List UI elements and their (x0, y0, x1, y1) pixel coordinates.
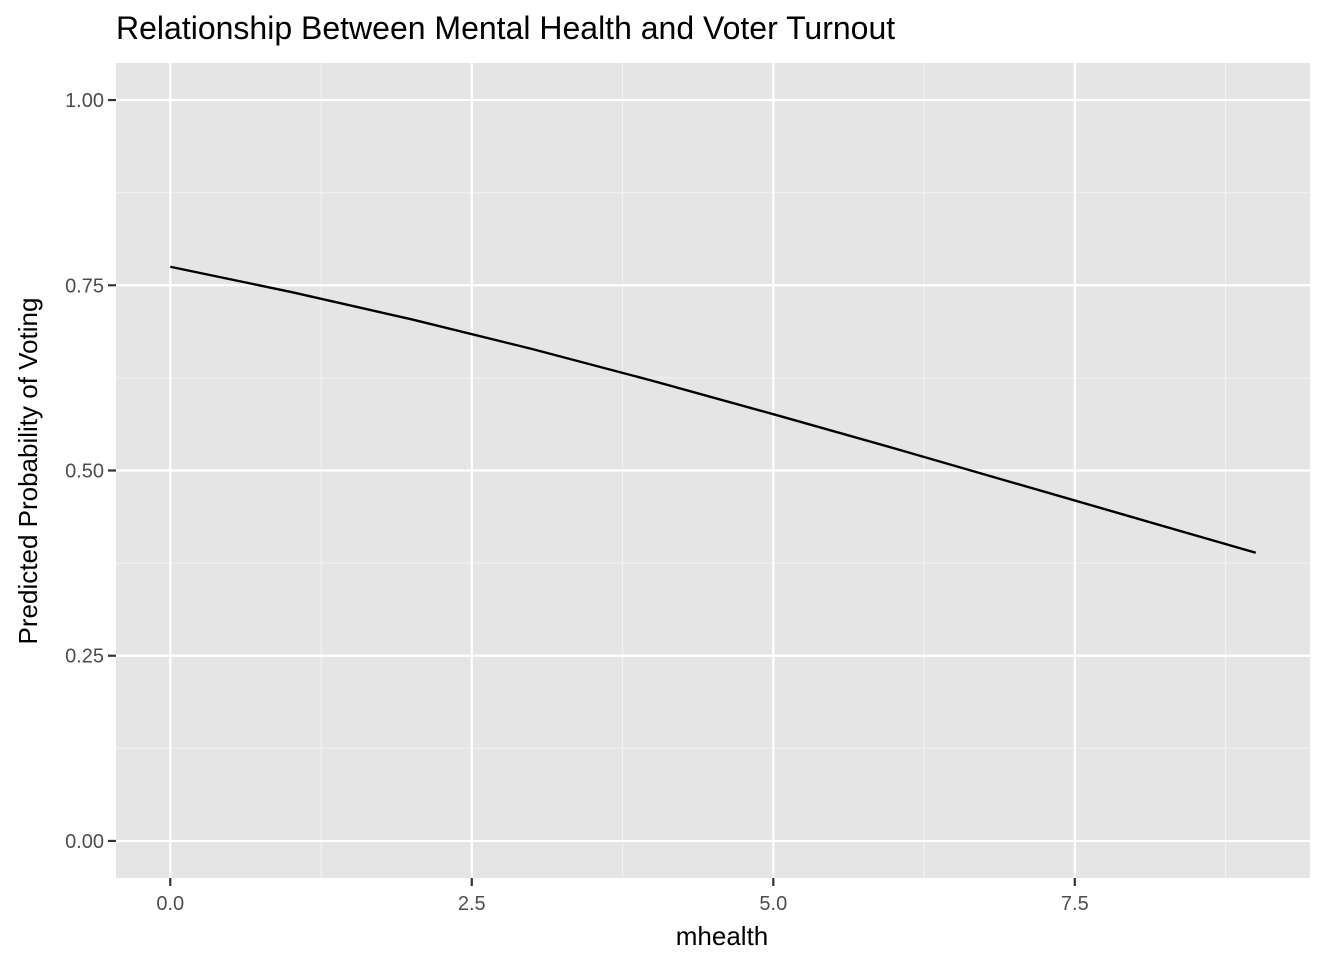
x-axis: 0.0 2.5 5.0 7.5 (156, 878, 1089, 915)
series-line (170, 265, 1257, 554)
y-tick-label: 1.00 (65, 90, 104, 112)
x-tick-label: 2.5 (458, 893, 486, 915)
y-tick-label: 0.75 (65, 275, 104, 297)
x-tick-label: 0.0 (156, 893, 184, 915)
y-axis-title: Predicted Probability of Voting (13, 298, 43, 645)
y-tick-label: 0.50 (65, 461, 104, 483)
x-axis-title: mhealth (676, 921, 769, 951)
x-tick-label: 7.5 (1061, 893, 1089, 915)
y-tick-label: 0.25 (65, 646, 104, 668)
y-tick-label: 0.00 (65, 831, 104, 853)
grid-major (116, 63, 1310, 878)
series-layer (170, 265, 1257, 554)
x-tick-label: 5.0 (759, 893, 787, 915)
chart-title: Relationship Between Mental Health and V… (116, 10, 895, 46)
y-axis: 0.00 0.25 0.50 0.75 1.00 (65, 90, 116, 853)
